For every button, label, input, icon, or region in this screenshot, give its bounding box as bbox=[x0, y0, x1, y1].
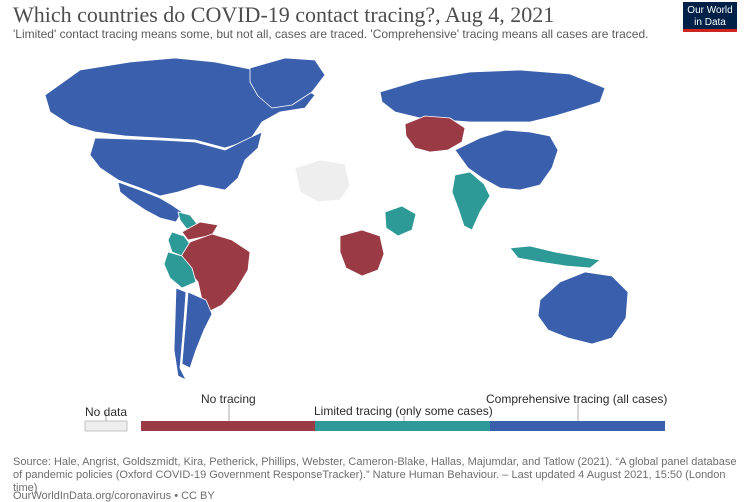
region-kazakhstan[interactable] bbox=[404, 115, 466, 153]
region-united-states[interactable] bbox=[89, 131, 263, 197]
region-argentina[interactable] bbox=[181, 291, 213, 369]
legend-label-no-tracing: No tracing bbox=[201, 392, 256, 406]
legend-swatch-no-data[interactable] bbox=[84, 420, 128, 432]
region-mexico[interactable] bbox=[117, 181, 183, 223]
legend-swatch-no-tracing[interactable] bbox=[141, 421, 315, 431]
legend-label-limited: Limited tracing (only some cases) bbox=[314, 404, 493, 418]
region-ethiopia[interactable] bbox=[384, 205, 417, 237]
region-indonesia[interactable] bbox=[509, 245, 601, 269]
chart-title: Which countries do COVID-19 contact trac… bbox=[13, 2, 555, 27]
region-peru[interactable] bbox=[163, 251, 197, 289]
source-note: Source: Hale, Angrist, Goldszmidt, Kira,… bbox=[13, 456, 737, 494]
region-algeria[interactable] bbox=[294, 159, 351, 203]
logo-text-line2: in Data bbox=[694, 17, 726, 28]
region-china[interactable] bbox=[454, 129, 559, 191]
legend-label-comprehensive: Comprehensive tracing (all cases) bbox=[486, 392, 668, 406]
legend-swatch-comprehensive[interactable] bbox=[490, 421, 665, 431]
legend-bar bbox=[84, 404, 665, 432]
region-russia[interactable] bbox=[379, 69, 606, 123]
region-india[interactable] bbox=[451, 171, 491, 231]
region-chile[interactable] bbox=[173, 287, 187, 381]
footer-link[interactable]: OurWorldInData.org/coronavirus • CC BY bbox=[13, 490, 215, 502]
legend-label-no-data: No data bbox=[85, 405, 128, 419]
owid-logo[interactable]: Our World in Data bbox=[683, 2, 737, 32]
legend-swatch-limited[interactable] bbox=[315, 421, 490, 431]
region-australia[interactable] bbox=[537, 271, 629, 345]
region-dr-congo[interactable] bbox=[339, 229, 385, 277]
chart-subtitle: 'Limited' contact tracing means some, bu… bbox=[13, 27, 649, 41]
region-canada[interactable] bbox=[44, 57, 316, 149]
logo-text-line1: Our World bbox=[687, 5, 733, 16]
region-greenland[interactable] bbox=[249, 57, 326, 109]
